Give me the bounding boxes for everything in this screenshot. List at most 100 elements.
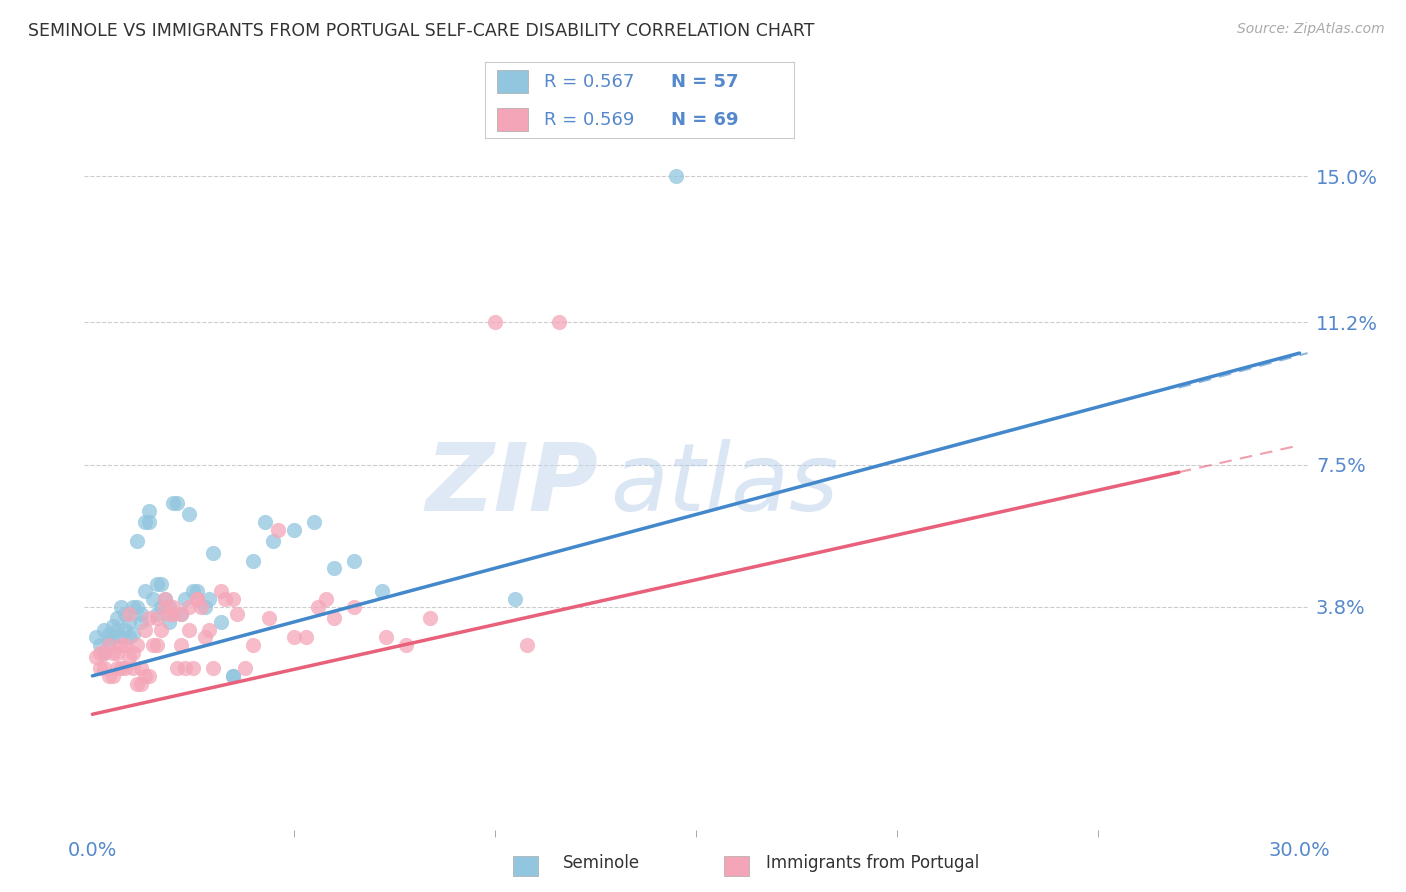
Point [134, 584, 156, 599]
Point [162, 496, 184, 510]
Point [222, 592, 245, 607]
Point [283, 523, 305, 537]
Point [105, 646, 128, 660]
Point [259, 611, 281, 625]
Point [114, 607, 136, 622]
Point [121, 626, 143, 640]
Point [146, 611, 169, 625]
Text: R = 0.569: R = 0.569 [544, 111, 634, 128]
Text: ZIP: ZIP [425, 439, 598, 531]
Point [97, 626, 120, 640]
Point [97, 638, 120, 652]
Point [89, 646, 111, 660]
Text: SEMINOLE VS IMMIGRANTS FROM PORTUGAL SELF-CARE DISABILITY CORRELATION CHART: SEMINOLE VS IMMIGRANTS FROM PORTUGAL SEL… [28, 22, 814, 40]
Point [114, 638, 136, 652]
Point [254, 515, 277, 529]
Point [153, 592, 176, 607]
Bar [498, 108, 529, 130]
Point [190, 599, 212, 614]
Point [125, 676, 148, 690]
Point [294, 631, 316, 645]
Point [166, 496, 188, 510]
Point [89, 638, 111, 652]
Point [162, 607, 184, 622]
Point [177, 623, 200, 637]
Point [121, 646, 143, 660]
Point [198, 592, 221, 607]
Point [129, 676, 152, 690]
Point [105, 661, 128, 675]
Point [138, 611, 160, 625]
Point [86, 631, 108, 645]
Point [93, 623, 115, 637]
Point [343, 553, 366, 567]
Text: atlas: atlas [610, 440, 838, 531]
Point [125, 534, 148, 549]
Point [117, 615, 139, 629]
Point [375, 631, 398, 645]
Point [110, 599, 132, 614]
Point [153, 592, 176, 607]
Point [125, 599, 148, 614]
Point [174, 592, 197, 607]
Point [117, 649, 139, 664]
Point [153, 599, 176, 614]
Point [138, 669, 160, 683]
Point [89, 661, 111, 675]
Point [343, 599, 366, 614]
Point [166, 661, 188, 675]
Point [146, 638, 169, 652]
Point [170, 607, 193, 622]
Point [186, 584, 208, 599]
Point [222, 669, 245, 683]
Point [516, 638, 538, 652]
Point [97, 669, 120, 683]
Point [134, 623, 156, 637]
Point [134, 515, 156, 529]
Point [198, 623, 221, 637]
Point [93, 646, 115, 660]
Point [222, 669, 245, 683]
Point [226, 607, 249, 622]
Point [419, 611, 441, 625]
Point [209, 615, 232, 629]
Point [157, 615, 180, 629]
Point [138, 503, 160, 517]
Point [121, 661, 143, 675]
Point [129, 607, 152, 622]
Point [177, 508, 200, 522]
Point [186, 592, 208, 607]
Point [149, 576, 172, 591]
Point [129, 661, 152, 675]
Point [194, 599, 217, 614]
Point [503, 592, 526, 607]
Point [142, 592, 165, 607]
Point [484, 315, 506, 329]
Point [395, 638, 418, 652]
Point [142, 638, 165, 652]
Point [162, 599, 184, 614]
Point [315, 592, 337, 607]
Point [202, 546, 225, 560]
Text: Seminole: Seminole [562, 855, 640, 872]
Text: N = 69: N = 69 [671, 111, 738, 128]
Point [307, 599, 329, 614]
Point [202, 661, 225, 675]
Point [97, 634, 120, 648]
Text: Source: ZipAtlas.com: Source: ZipAtlas.com [1237, 22, 1385, 37]
Point [117, 631, 139, 645]
Point [117, 607, 139, 622]
Point [138, 515, 160, 529]
Point [548, 315, 571, 329]
Point [93, 661, 115, 675]
Point [105, 611, 128, 625]
Point [114, 661, 136, 675]
Text: Immigrants from Portugal: Immigrants from Portugal [766, 855, 980, 872]
Point [242, 638, 264, 652]
Point [101, 646, 124, 660]
Point [157, 599, 180, 614]
Point [263, 534, 285, 549]
Point [125, 638, 148, 652]
Point [181, 661, 204, 675]
Point [114, 623, 136, 637]
